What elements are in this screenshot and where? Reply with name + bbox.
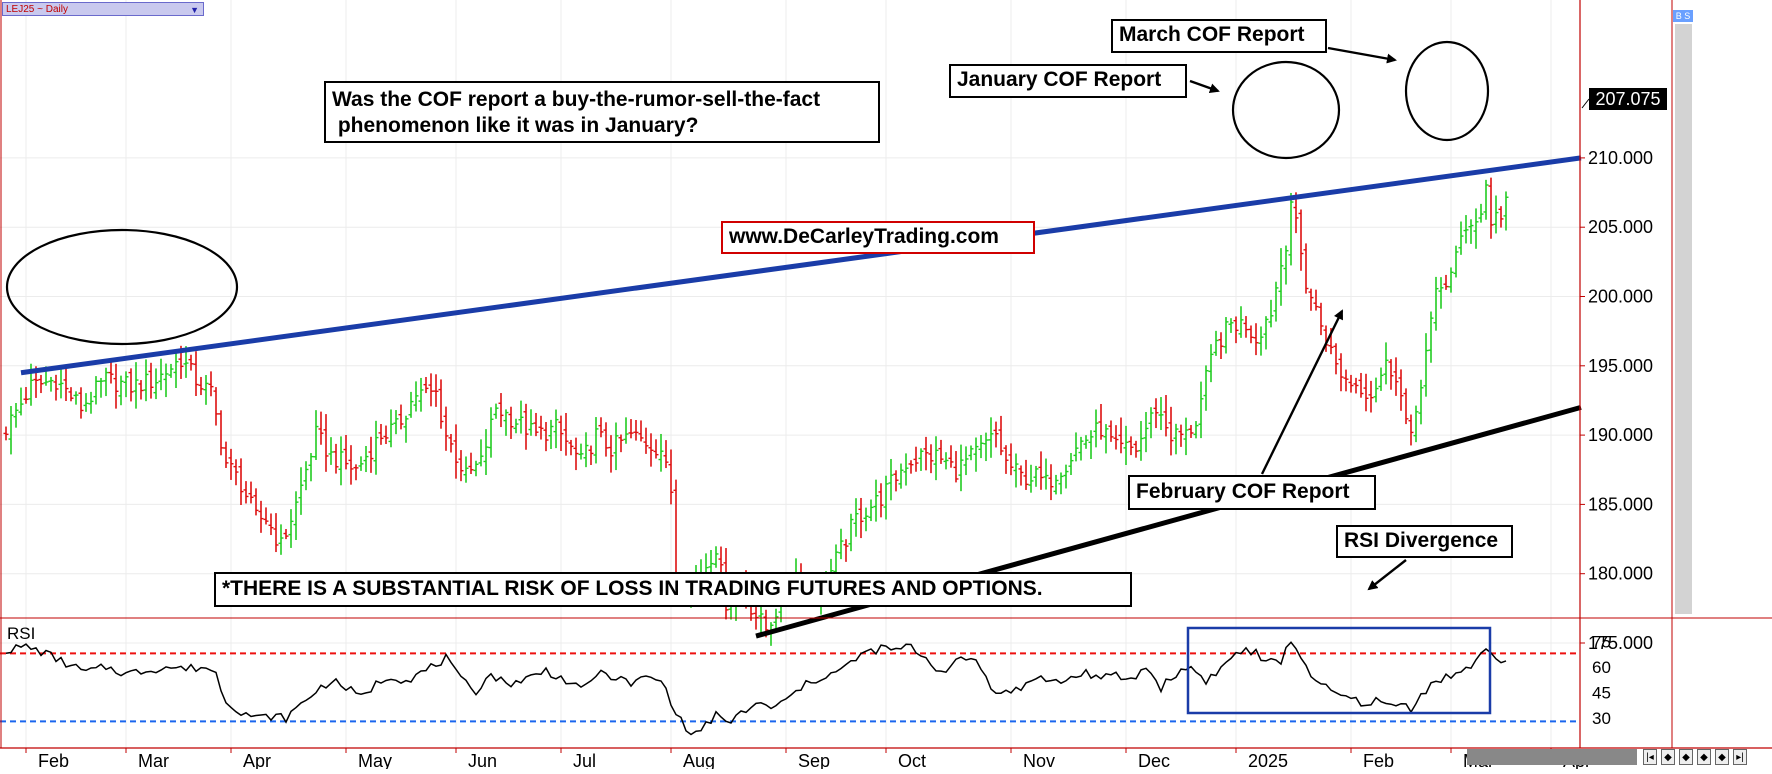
price-tick-label: 180.000	[1588, 564, 1653, 584]
early-highs-circle	[5, 228, 239, 346]
last-price-tag: 207.075	[1589, 88, 1667, 110]
january-peak-circle	[1231, 60, 1341, 160]
rsi-line	[5, 641, 1507, 736]
march-arrow	[1327, 46, 1397, 64]
time-tick-label: Feb	[1363, 751, 1394, 769]
rsi-divergence-arrow	[1367, 559, 1407, 591]
annotation-circles	[5, 40, 1490, 346]
symbol-selector[interactable]: LEJ25 ~ Daily ▼	[2, 2, 204, 16]
rsi-tick-label: 75	[1592, 633, 1611, 652]
march-cof-annotation: March COF Report	[1111, 19, 1327, 53]
upper-trendline	[20, 155, 1582, 376]
price-tick-label: 185.000	[1588, 494, 1653, 514]
time-tick-label: Mar	[138, 751, 169, 769]
scroll-zoom-in-icon[interactable]: ◆	[1679, 749, 1693, 765]
time-tick-label: Jun	[468, 751, 497, 769]
rsi-panel	[0, 617, 1772, 736]
scroll-last-icon[interactable]: ▸|	[1733, 749, 1747, 765]
time-tick-label: Jul	[573, 751, 596, 769]
february-arrow	[1260, 309, 1344, 475]
symbol-label: LEJ25 ~ Daily	[6, 4, 68, 15]
february-cof-annotation: February COF Report	[1128, 475, 1376, 510]
buy-sell-icon[interactable]: B S	[1673, 10, 1693, 22]
time-tick-label: Nov	[1023, 751, 1055, 769]
chevron-down-icon[interactable]: ▼	[190, 5, 199, 15]
scroll-next-icon[interactable]: ◆	[1715, 749, 1729, 765]
timeline-scrollbar[interactable]	[1467, 749, 1637, 765]
january-arrow	[1189, 79, 1220, 94]
time-tick-label: Aug	[683, 751, 715, 769]
january-cof-annotation: January COF Report	[949, 64, 1187, 98]
price-tick-label: 205.000	[1588, 217, 1653, 237]
rsi-label: RSI	[7, 624, 36, 643]
question-annotation: Was the COF report a buy-the-rumor-sell-…	[324, 81, 880, 143]
price-bars	[3, 177, 1509, 646]
rsi-tick-label: 60	[1592, 658, 1611, 677]
disclaimer-annotation: *THERE IS A SUBSTANTIAL RISK OF LOSS IN …	[214, 572, 1132, 607]
price-tick-label: 190.000	[1588, 425, 1653, 445]
price-tick-label: 175.000	[1588, 633, 1653, 653]
scroll-first-icon[interactable]: |◂	[1643, 749, 1657, 765]
time-tick-label: Sep	[798, 751, 830, 769]
website-annotation: www.DeCarleyTrading.com	[721, 221, 1035, 254]
price-tick-label: 200.000	[1588, 287, 1653, 307]
price-tick-label: 210.000	[1588, 148, 1653, 168]
march-peak-circle	[1404, 40, 1490, 142]
time-tick-label: Oct	[898, 751, 926, 769]
right-scroll-track	[1675, 24, 1692, 614]
time-tick-label: Feb	[38, 751, 69, 769]
time-tick-label: May	[358, 751, 392, 769]
time-tick-label: Apr	[243, 751, 271, 769]
rsi-divergence-box	[1186, 626, 1492, 715]
rsi-divergence-annotation: RSI Divergence	[1336, 525, 1513, 558]
time-tick-label: 2025	[1248, 751, 1288, 769]
scroll-prev-icon[interactable]: ◆	[1661, 749, 1675, 765]
annotation-arrows	[1189, 46, 1407, 591]
rsi-tick-label: 45	[1592, 684, 1611, 703]
rsi-tick-label: 30	[1592, 709, 1611, 728]
time-tick-label: Dec	[1138, 751, 1170, 769]
last-price-pointer	[1581, 98, 1590, 109]
price-tick-label: 195.000	[1588, 356, 1653, 376]
scroll-zoom-out-icon[interactable]: ◆	[1697, 749, 1711, 765]
